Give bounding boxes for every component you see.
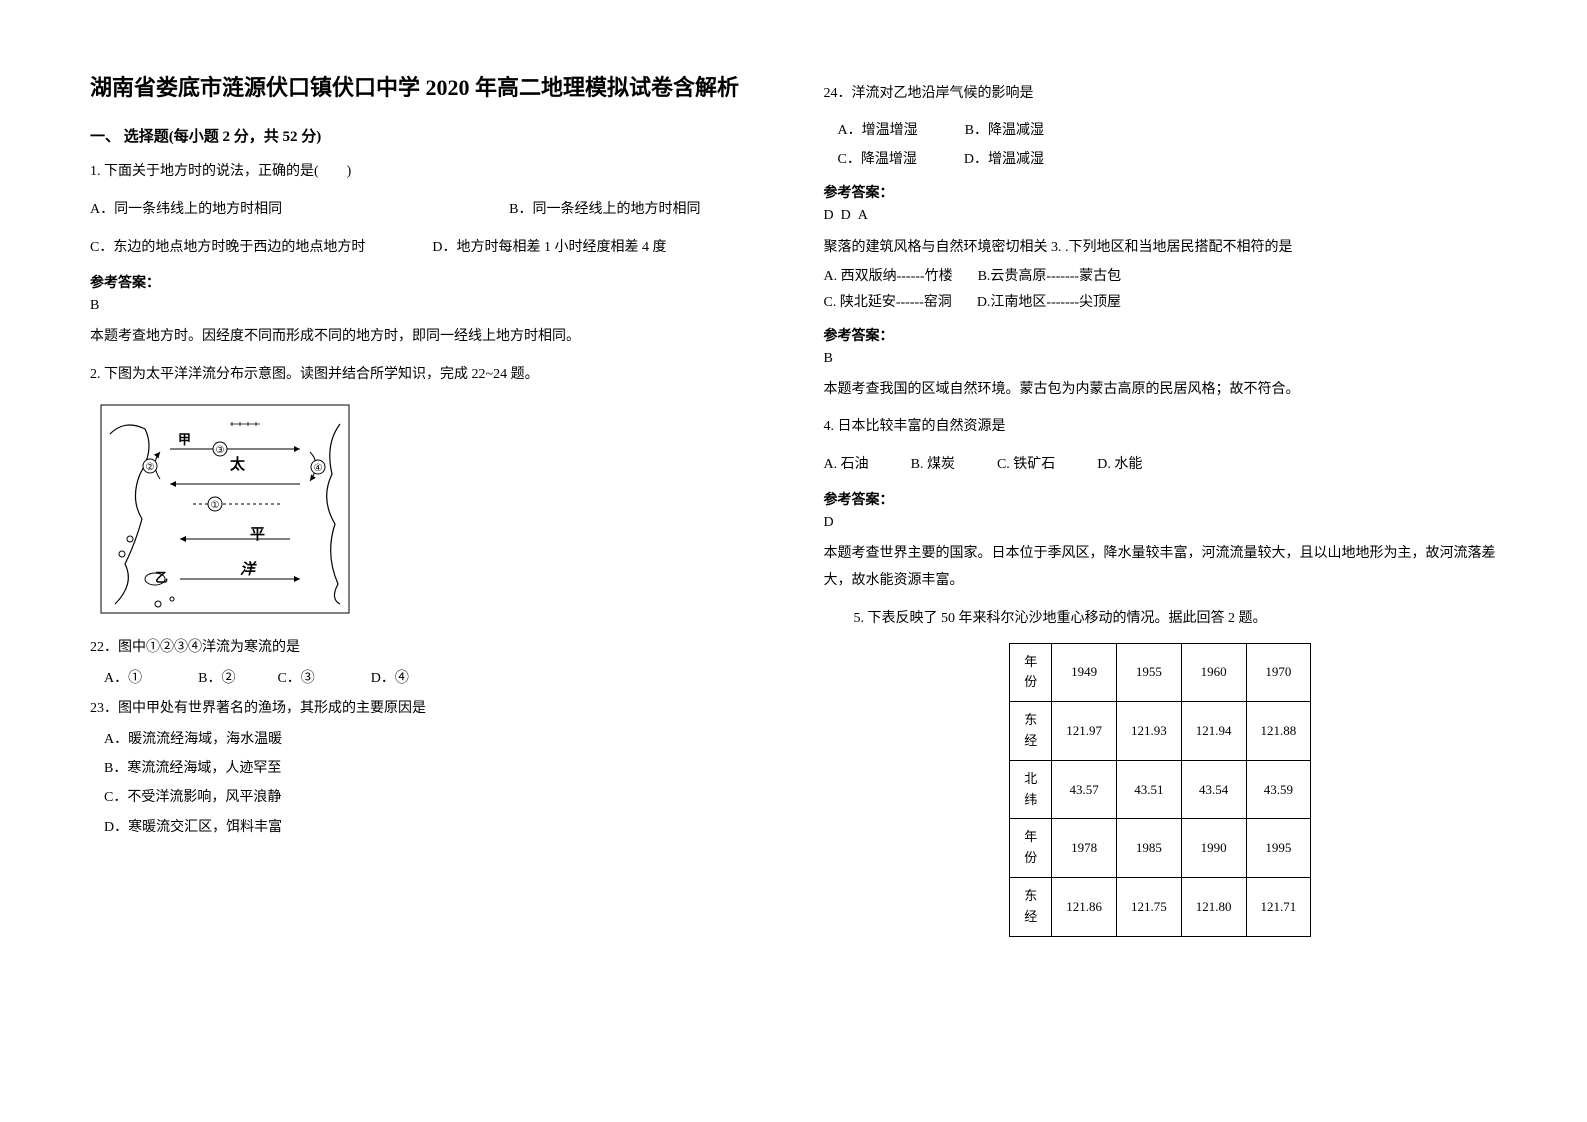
svg-text:④: ④: [314, 463, 323, 474]
q3-option-c: C. 陕北延安------窑洞: [824, 295, 952, 310]
q4-stem: 4. 日本比较丰富的自然资源是: [824, 413, 1498, 441]
q3-options-row1: A. 西双版纳------竹楼 B.云贵高原-------蒙古包: [824, 264, 1498, 289]
q2-answer-label: 参考答案：: [824, 182, 1498, 202]
q2-sub24-row1: A．增温增湿 B．降温减湿: [838, 118, 1498, 143]
q2-sub23-b: B．寒流流经海域，人迹罕至: [104, 756, 764, 781]
row-label-lat: 北纬: [1024, 771, 1037, 807]
q3-option-b: B.云贵高原-------蒙古包: [978, 269, 1121, 284]
q2-sub23-a: A．暖流流经海域，海水温暖: [104, 727, 764, 752]
q2-sub24-c: C．降温增湿: [838, 152, 917, 167]
cell: 1949: [1052, 643, 1117, 702]
figure-label-jia: 甲: [178, 432, 191, 447]
exam-title: 湖南省娄底市涟源伏口镇伏口中学 2020 年高二地理模拟试卷含解析: [90, 70, 764, 105]
left-column: 湖南省娄底市涟源伏口镇伏口中学 2020 年高二地理模拟试卷含解析 一、 选择题…: [90, 70, 764, 937]
row-label-year1: 年份: [1024, 654, 1037, 690]
cell: 1955: [1117, 643, 1182, 702]
cell: 121.86: [1052, 877, 1117, 936]
cell: 121.75: [1117, 877, 1182, 936]
table-row: 东经 121.86 121.75 121.80 121.71: [1010, 877, 1311, 936]
q1-answer-label: 参考答案：: [90, 272, 764, 292]
q2-sub24-row2: C．降温增湿 D．增温减湿: [838, 147, 1498, 172]
row-label-lon1: 东经: [1024, 712, 1037, 748]
q3-answer: B: [824, 351, 1498, 367]
q4-answer-label: 参考答案：: [824, 489, 1498, 509]
svg-text:①: ①: [211, 500, 220, 511]
cell: 1995: [1246, 819, 1311, 878]
section-heading: 一、 选择题(每小题 2 分，共 52 分): [90, 125, 764, 146]
figure-label-zi: 乙: [155, 570, 168, 585]
q2-answer: D D A: [824, 208, 1498, 224]
q1-stem: 1. 下面关于地方时的说法，正确的是( ): [90, 158, 764, 186]
q3-explanation: 本题考查我国的区域自然环境。蒙古包为内蒙古高原的民居风格；故不符合。: [824, 377, 1498, 404]
cell: 1960: [1181, 643, 1246, 702]
svg-text:③: ③: [216, 445, 225, 456]
q1-option-b: B．同一条经线上的地方时相同: [509, 202, 700, 217]
row-label-lon2: 东经: [1024, 888, 1037, 924]
cell: 43.59: [1246, 760, 1311, 819]
q1-option-c: C．东边的地点地方时晚于西边的地点地方时: [90, 240, 365, 255]
cell: 121.94: [1181, 702, 1246, 761]
cell: 121.71: [1246, 877, 1311, 936]
cell: 1978: [1052, 819, 1117, 878]
q3-stem: 聚落的建筑风格与自然环境密切相关 3. .下列地区和当地居民搭配不相符的是: [824, 234, 1498, 262]
q2-sub23-c: C．不受洋流影响，风平浪静: [104, 785, 764, 810]
table-row: 年份 1949 1955 1960 1970: [1010, 643, 1311, 702]
q2-sub24-d: D．增温减湿: [964, 152, 1044, 167]
q3-option-a: A. 西双版纳------竹楼: [824, 269, 953, 284]
cell: 121.93: [1117, 702, 1182, 761]
q1-options-ab: A．同一条纬线上的地方时相同 B．同一条经线上的地方时相同: [90, 196, 764, 224]
q3-answer-label: 参考答案：: [824, 325, 1498, 345]
q5-table: 年份 1949 1955 1960 1970 东经 121.97 121.93 …: [1009, 643, 1311, 937]
cell: 121.80: [1181, 877, 1246, 936]
q3-option-d: D.江南地区-------尖顶屋: [977, 295, 1121, 310]
pacific-currents-figure: ① ② ③ ④ 甲 乙 太 平 洋: [100, 404, 764, 619]
svg-text:②: ②: [146, 462, 155, 473]
exam-page: 湖南省娄底市涟源伏口镇伏口中学 2020 年高二地理模拟试卷含解析 一、 选择题…: [0, 0, 1587, 967]
figure-label-ping: 平: [250, 526, 265, 543]
q4-options: A. 石油 B. 煤炭 C. 铁矿石 D. 水能: [824, 451, 1498, 479]
q1-option-d: D．地方时每相差 1 小时经度相差 4 度: [432, 240, 666, 255]
q2-sub22-options: A．① B．② C．③ D．④: [104, 666, 764, 691]
right-column: 24．洋流对乙地沿岸气候的影响是 A．增温增湿 B．降温减湿 C．降温增湿 D．…: [824, 70, 1498, 937]
q2-stem: 2. 下图为太平洋洋流分布示意图。读图并结合所学知识，完成 22~24 题。: [90, 361, 764, 389]
cell: 43.51: [1117, 760, 1182, 819]
q1-explanation: 本题考查地方时。因经度不同而形成不同的地方时，即同一经线上地方时相同。: [90, 324, 764, 351]
table-row: 北纬 43.57 43.51 43.54 43.59: [1010, 760, 1311, 819]
cell: 121.97: [1052, 702, 1117, 761]
q4-answer: D: [824, 515, 1498, 531]
table-row: 年份 1978 1985 1990 1995: [1010, 819, 1311, 878]
q3-options-row2: C. 陕北延安------窑洞 D.江南地区-------尖顶屋: [824, 290, 1498, 315]
row-label-year2: 年份: [1024, 829, 1037, 865]
cell: 121.88: [1246, 702, 1311, 761]
q1-options-cd: C．东边的地点地方时晚于西边的地点地方时 D．地方时每相差 1 小时经度相差 4…: [90, 234, 764, 262]
table-row: 东经 121.97 121.93 121.94 121.88: [1010, 702, 1311, 761]
figure-label-yang: 洋: [240, 561, 257, 578]
q5-stem: 5. 下表反映了 50 年来科尔沁沙地重心移动的情况。据此回答 2 题。: [854, 605, 1498, 633]
q1-answer: B: [90, 298, 764, 314]
q2-sub22: 22．图中①②③④洋流为寒流的是: [90, 634, 764, 662]
q2-sub23-d: D．寒暖流交汇区，饵料丰富: [104, 815, 764, 840]
cell: 1970: [1246, 643, 1311, 702]
cell: 1985: [1117, 819, 1182, 878]
q2-sub23: 23．图中甲处有世界著名的渔场，其形成的主要原因是: [90, 695, 764, 723]
q2-sub24: 24．洋流对乙地沿岸气候的影响是: [824, 80, 1498, 108]
figure-label-tai: 太: [230, 455, 246, 473]
cell: 43.54: [1181, 760, 1246, 819]
q4-explanation: 本题考查世界主要的国家。日本位于季风区，降水量较丰富，河流流量较大，且以山地地形…: [824, 541, 1498, 594]
cell: 43.57: [1052, 760, 1117, 819]
q1-option-a: A．同一条纬线上的地方时相同: [90, 202, 282, 217]
q2-sub24-b: B．降温减湿: [965, 123, 1044, 138]
cell: 1990: [1181, 819, 1246, 878]
q2-sub24-a: A．增温增湿: [838, 123, 918, 138]
